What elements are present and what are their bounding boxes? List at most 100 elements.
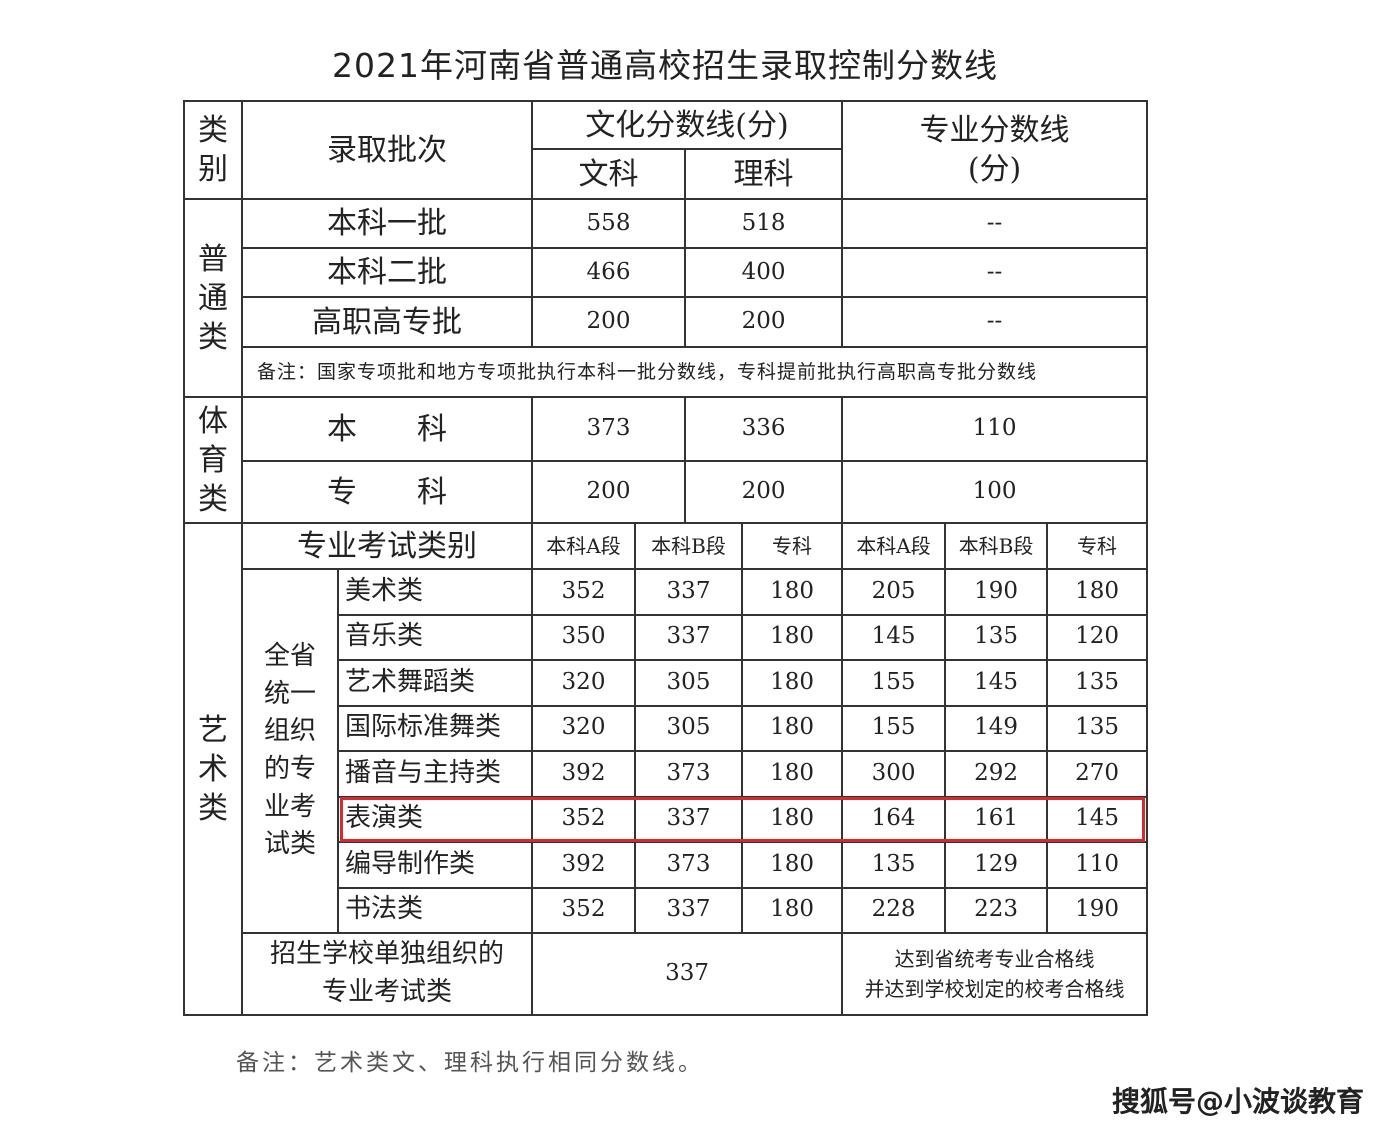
batch-name: 本科二批 — [241, 247, 533, 298]
school-exam-culture: 337 — [530, 932, 844, 1016]
art-type-name: 音乐类 — [337, 613, 533, 661]
art-label: 艺术类 — [198, 712, 228, 826]
score: 352 — [531, 886, 636, 934]
score: 180 — [740, 568, 844, 616]
score: 336 — [683, 396, 844, 462]
score: 110 — [841, 396, 1149, 462]
score: 337 — [634, 613, 743, 661]
score: 200 — [683, 296, 844, 348]
score: 337 — [634, 886, 743, 934]
score: 155 — [841, 704, 947, 752]
score: 337 — [634, 795, 743, 843]
header-like: 理科 — [683, 148, 844, 200]
header-culture: 文化分数线(分) — [530, 100, 844, 150]
score: 292 — [944, 750, 1049, 798]
score: 350 — [531, 613, 636, 661]
score: 373 — [531, 396, 686, 462]
art-row: 艺术舞蹈类 320 305 180 155 145 135 — [184, 659, 1149, 707]
art-label-cell: 艺术类 — [183, 522, 243, 1016]
art-header-type: 专业考试类别 — [241, 522, 533, 570]
art-row: 音乐类 350 337 180 145 135 120 — [184, 613, 1149, 661]
batch-name: 本 科 — [241, 396, 533, 462]
score: 200 — [531, 460, 686, 524]
art-type-name: 编导制作类 — [337, 841, 533, 889]
art-type-name: 国际标准舞类 — [337, 704, 533, 752]
score: 270 — [1046, 750, 1149, 798]
header-category-cell: 类别 — [183, 100, 243, 200]
school-exam-major: 达到省统考专业合格线 并达到学校划定的校考合格线 — [841, 932, 1149, 1016]
general-note: 备注：国家专项批和地方专项批执行本科一批分数线，专科提前批执行高职高专批分数线 — [240, 346, 1149, 398]
score: 190 — [1046, 886, 1149, 934]
score: 352 — [531, 568, 636, 616]
art-type-name: 艺术舞蹈类 — [337, 659, 533, 707]
art-type-name: 美术类 — [337, 568, 533, 616]
score: 373 — [634, 841, 743, 889]
score: 200 — [683, 460, 844, 524]
score: 305 — [634, 659, 743, 707]
sports-label: 体育类 — [198, 403, 228, 517]
general-label: 普通类 — [198, 241, 228, 355]
score: 145 — [1046, 795, 1149, 843]
score: 373 — [634, 750, 743, 798]
score: -- — [841, 198, 1149, 249]
school-exam-name: 招生学校单独组织的专业考试类 — [241, 932, 533, 1016]
header-category: 类别 — [198, 113, 228, 187]
school-exam-major-line1: 达到省统考专业合格线 — [894, 947, 1095, 971]
header-wenke: 文科 — [531, 148, 686, 200]
score: 180 — [740, 659, 844, 707]
art-header-c2: 本科B段 — [634, 522, 743, 570]
art-type-name: 播音与主持类 — [337, 750, 533, 798]
score: 320 — [531, 659, 636, 707]
art-type-name: 表演类 — [337, 795, 533, 843]
art-group-label: 全省统一组织的专业考试类 — [241, 568, 339, 934]
art-row: 书法类 352 337 180 228 223 190 — [184, 886, 1149, 934]
score: 135 — [1046, 659, 1149, 707]
score: 180 — [740, 886, 844, 934]
sports-label-cell: 体育类 — [183, 396, 243, 524]
art-row: 全省统一组织的专业考试类 美术类 352 337 180 205 190 180 — [184, 568, 1149, 934]
page-title: 2021年河南省普通高校招生录取控制分数线 — [332, 46, 998, 85]
score: 100 — [841, 460, 1149, 524]
art-type-name: 书法类 — [337, 886, 533, 934]
score: 180 — [740, 704, 844, 752]
score-table: 类别 录取批次 文化分数线(分) 专业分数线(分) 文科 理科 普通类 本科一批… — [183, 100, 1149, 1016]
art-row: 国际标准舞类 320 305 180 155 149 135 — [184, 704, 1149, 752]
batch-name: 高职高专批 — [241, 296, 533, 348]
general-label-cell: 普通类 — [183, 198, 243, 398]
score: 205 — [841, 568, 947, 616]
score: 164 — [841, 795, 947, 843]
score: 400 — [683, 247, 844, 298]
score: 145 — [841, 613, 947, 661]
score: 392 — [531, 841, 636, 889]
score: 392 — [531, 750, 636, 798]
score: 129 — [944, 841, 1049, 889]
score: 180 — [740, 750, 844, 798]
art-header-m3: 专科 — [1046, 522, 1149, 570]
score: 300 — [841, 750, 947, 798]
score: 180 — [740, 795, 844, 843]
score: 352 — [531, 795, 636, 843]
score: 110 — [1046, 841, 1149, 889]
batch-name: 本科一批 — [241, 198, 533, 249]
score: -- — [841, 296, 1149, 348]
score: 135 — [1046, 704, 1149, 752]
score: 155 — [841, 659, 947, 707]
art-header-m2: 本科B段 — [944, 522, 1049, 570]
score: 161 — [944, 795, 1049, 843]
art-header-m1: 本科A段 — [841, 522, 947, 570]
score: 337 — [634, 568, 743, 616]
score: 320 — [531, 704, 636, 752]
score: 149 — [944, 704, 1049, 752]
art-row: 编导制作类 392 373 180 135 129 110 — [184, 841, 1149, 889]
score: 200 — [531, 296, 686, 348]
art-header-c1: 本科A段 — [531, 522, 636, 570]
table-wrapper: 类别 录取批次 文化分数线(分) 专业分数线(分) 文科 理科 普通类 本科一批… — [183, 100, 1149, 1016]
score: 145 — [944, 659, 1049, 707]
score: 223 — [944, 886, 1049, 934]
footnote: 备注：艺术类文、理科执行相同分数线。 — [236, 1050, 704, 1076]
header-major: 专业分数线(分) — [841, 100, 1149, 200]
batch-name: 专 科 — [241, 460, 533, 524]
score: 228 — [841, 886, 947, 934]
art-header-c3: 专科 — [740, 522, 844, 570]
